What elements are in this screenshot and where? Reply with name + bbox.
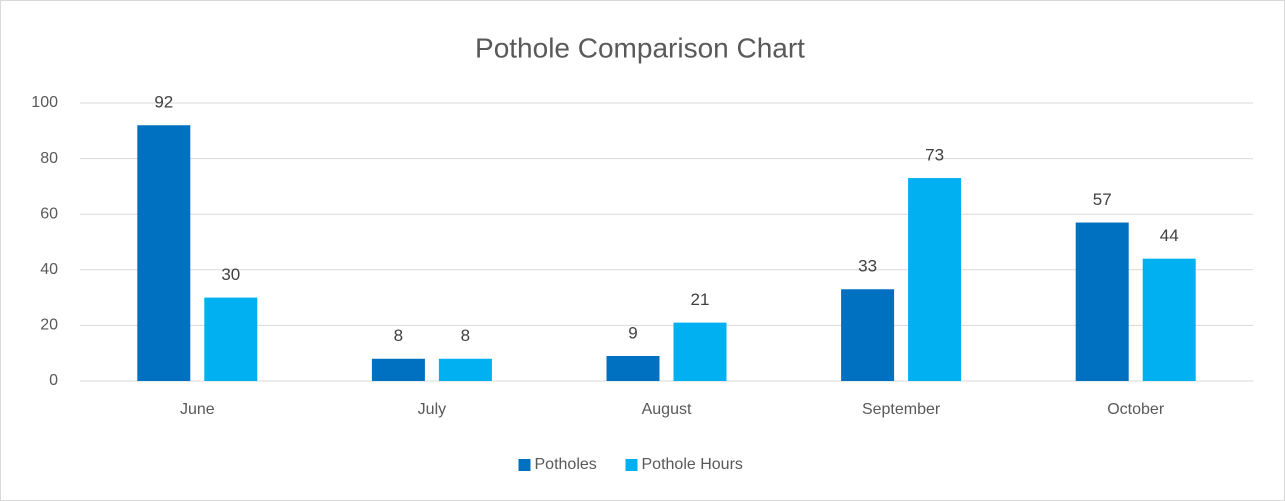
- data-label: 33: [858, 257, 877, 276]
- y-tick-label: 40: [40, 261, 58, 278]
- data-label: 92: [154, 93, 173, 112]
- y-tick-label: 20: [40, 317, 58, 334]
- legend-label: Pothole Hours: [642, 456, 743, 473]
- bar: [1075, 222, 1129, 381]
- data-label: 73: [925, 146, 944, 165]
- y-tick-label: 100: [31, 94, 58, 111]
- y-tick-label: 60: [40, 205, 58, 222]
- chart-title: Pothole Comparison Chart: [475, 32, 805, 63]
- data-label: 21: [691, 290, 710, 309]
- bar: [606, 355, 660, 381]
- data-label: 9: [628, 323, 637, 342]
- bar: [1142, 258, 1196, 381]
- data-label: 8: [394, 326, 403, 345]
- data-label: 44: [1160, 226, 1179, 245]
- data-label: 57: [1093, 190, 1112, 209]
- x-tick-label: August: [642, 401, 692, 418]
- bar: [841, 289, 895, 381]
- data-label: 8: [461, 326, 470, 345]
- x-tick-label: June: [180, 401, 215, 418]
- bar: [137, 125, 191, 382]
- y-tick-label: 80: [40, 150, 58, 167]
- legend-swatch: [518, 459, 531, 471]
- legend-label: Potholes: [535, 456, 597, 473]
- bar: [673, 322, 727, 381]
- x-tick-label: October: [1107, 401, 1165, 418]
- bar: [371, 358, 425, 381]
- bar: [908, 178, 962, 381]
- y-tick-label: 0: [49, 372, 58, 389]
- x-tick-label: September: [862, 401, 941, 418]
- bar: [438, 358, 492, 381]
- x-tick-label: July: [418, 401, 446, 418]
- bar: [204, 297, 258, 381]
- data-label: 30: [221, 265, 240, 284]
- legend-swatch: [625, 459, 638, 471]
